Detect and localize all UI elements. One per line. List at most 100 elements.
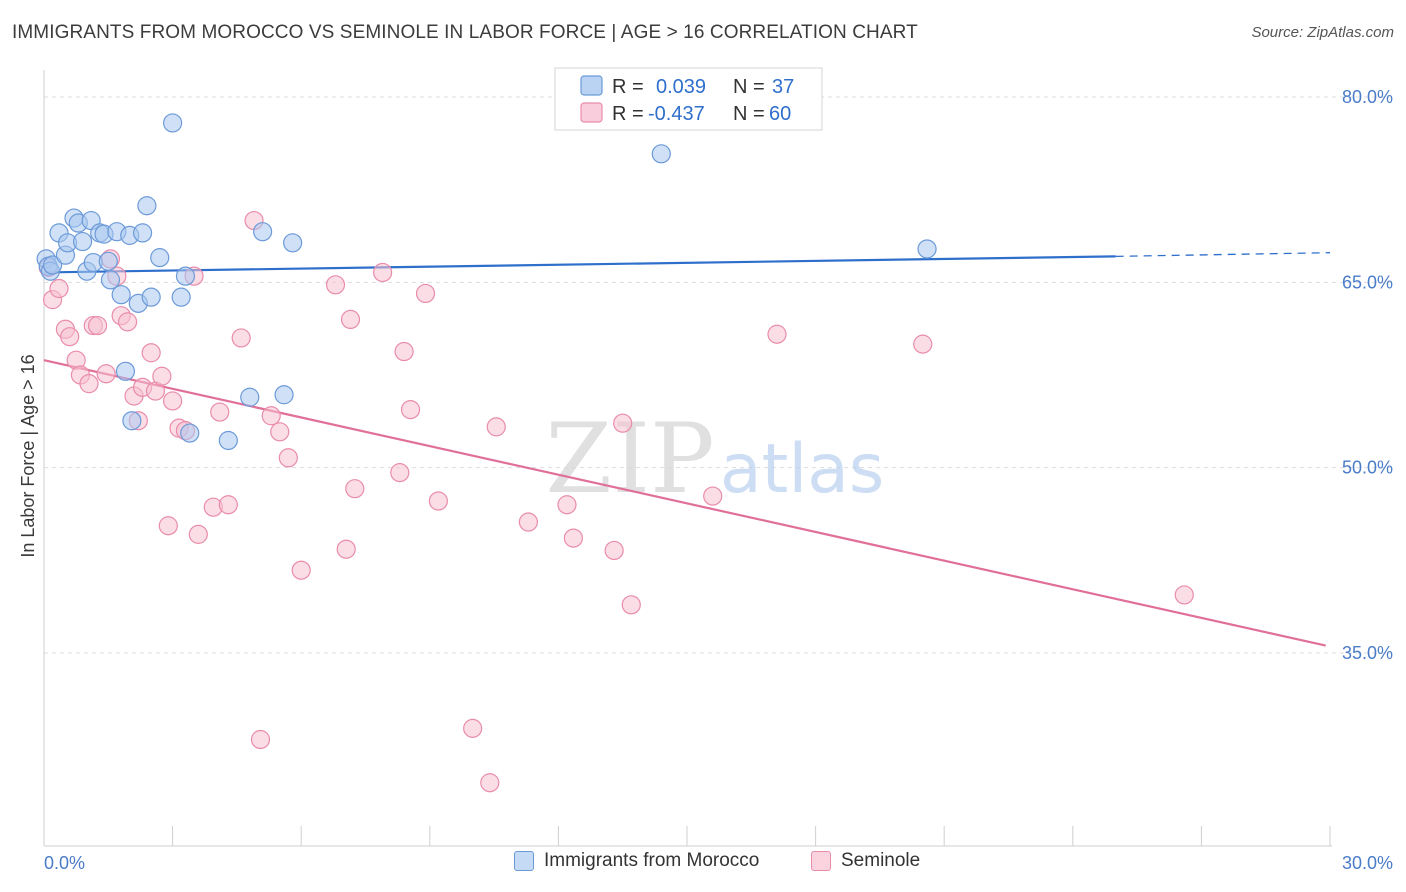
data-point-pink bbox=[291, 560, 311, 580]
axes bbox=[43, 70, 1332, 847]
data-point-pink bbox=[390, 463, 410, 483]
data-point-pink bbox=[913, 334, 933, 354]
data-point-pink bbox=[152, 366, 172, 386]
data-point-blue bbox=[42, 255, 63, 275]
x-tick-label: 30.0% bbox=[1342, 853, 1393, 873]
chart-title: IMMIGRANTS FROM MOROCCO VS SEMINOLE IN L… bbox=[12, 22, 918, 43]
data-point-pink bbox=[49, 278, 69, 299]
data-point-pink bbox=[270, 422, 290, 442]
data-point-pink bbox=[210, 402, 230, 422]
data-point-pink bbox=[218, 495, 238, 515]
trend-line-pink bbox=[43, 359, 1326, 647]
legend-swatch-blue bbox=[580, 75, 603, 96]
data-point-pink bbox=[1174, 585, 1194, 605]
data-point-blue bbox=[122, 411, 142, 431]
data-point-pink bbox=[261, 406, 281, 426]
data-point-blue bbox=[651, 144, 671, 164]
chart-source: Source: ZipAtlas.com bbox=[1251, 24, 1394, 41]
data-point-pink bbox=[394, 341, 414, 362]
data-point-blue bbox=[141, 287, 161, 307]
data-point-pink bbox=[87, 315, 108, 336]
tick-labels: 35.0% 50.0% 65.0% 80.0% 0.0% 30.0% bbox=[44, 87, 1393, 873]
data-point-blue bbox=[137, 196, 157, 216]
y-tick-label: 65.0% bbox=[1342, 272, 1393, 292]
data-point-pink bbox=[563, 528, 584, 548]
trend-line-extension-blue bbox=[1115, 252, 1331, 258]
data-point-pink bbox=[117, 312, 138, 332]
legend-label-morocco: Immigrants from Morocco bbox=[544, 850, 760, 871]
data-point-pink bbox=[96, 364, 116, 384]
data-point-pink bbox=[345, 479, 365, 499]
data-point-blue bbox=[72, 231, 93, 252]
data-point-pink bbox=[428, 491, 448, 511]
legend-swatch-seminole bbox=[811, 851, 831, 871]
legend-swatch-morocco bbox=[514, 851, 534, 871]
data-point-blue bbox=[218, 430, 238, 451]
data-point-blue bbox=[274, 385, 294, 405]
legend-r-label-blue: R = bbox=[612, 76, 644, 98]
data-point-pink bbox=[250, 729, 271, 750]
data-point-pink bbox=[60, 327, 80, 347]
legend-item-seminole: Seminole bbox=[811, 850, 920, 872]
legend-r-value-pink: -0.437 bbox=[648, 103, 705, 125]
legend-r-value-blue: 0.039 bbox=[656, 76, 706, 98]
bottom-legend: Immigrants from Morocco Seminole bbox=[0, 850, 1406, 880]
data-point-pink bbox=[400, 399, 421, 420]
data-point-blue bbox=[132, 223, 153, 243]
legend-item-morocco: Immigrants from Morocco bbox=[514, 850, 759, 872]
gridlines bbox=[44, 96, 1393, 654]
data-point-pink bbox=[231, 328, 251, 348]
y-tick-label: 50.0% bbox=[1342, 458, 1393, 478]
data-point-pink bbox=[557, 495, 577, 515]
data-point-pink bbox=[340, 309, 361, 329]
legend-n-label-blue: N = bbox=[733, 76, 765, 98]
data-point-pink bbox=[141, 343, 161, 363]
data-point-pink bbox=[373, 262, 393, 283]
data-point-pink bbox=[163, 391, 183, 411]
data-point-blue bbox=[180, 423, 200, 443]
data-point-pink bbox=[767, 324, 787, 344]
legend-swatch-pink bbox=[580, 102, 603, 123]
data-point-blue bbox=[253, 222, 273, 242]
data-point-pink bbox=[188, 524, 208, 544]
data-point-pink bbox=[604, 540, 624, 561]
data-point-pink bbox=[325, 275, 346, 295]
data-point-pink bbox=[518, 512, 538, 532]
data-point-pink bbox=[621, 595, 641, 615]
data-point-pink bbox=[278, 448, 298, 468]
data-point-pink bbox=[480, 773, 500, 793]
data-point-blue bbox=[115, 361, 136, 381]
y-tick-label: 35.0% bbox=[1342, 643, 1393, 663]
legend-n-value-pink: 60 bbox=[769, 103, 791, 125]
data-points bbox=[36, 113, 1194, 793]
data-point-pink bbox=[613, 413, 633, 433]
data-point-blue bbox=[175, 266, 196, 286]
trend-line-blue bbox=[43, 255, 1116, 274]
legend-n-label-pink: N = bbox=[733, 103, 765, 125]
data-point-pink bbox=[463, 718, 483, 738]
data-point-blue bbox=[100, 270, 121, 290]
data-point-blue bbox=[240, 387, 260, 407]
trend-lines bbox=[43, 252, 1331, 647]
data-point-blue bbox=[111, 285, 131, 305]
y-axis-label: In Labor Force | Age > 16 bbox=[18, 354, 38, 557]
data-point-pink bbox=[158, 516, 178, 536]
data-point-pink bbox=[415, 283, 436, 304]
legend-label-seminole: Seminole bbox=[841, 850, 921, 871]
data-point-blue bbox=[150, 248, 170, 268]
data-point-pink bbox=[703, 486, 723, 506]
data-point-pink bbox=[336, 539, 356, 559]
y-tick-label: 80.0% bbox=[1342, 87, 1393, 107]
data-point-blue bbox=[163, 113, 183, 133]
legend-top: R = 0.039 N = 37 R = -0.437 N = 60 bbox=[554, 67, 823, 131]
data-point-blue bbox=[98, 251, 118, 271]
data-point-blue bbox=[283, 233, 303, 253]
data-point-pink bbox=[486, 417, 506, 437]
data-point-pink bbox=[79, 374, 99, 394]
legend-n-value-blue: 37 bbox=[772, 76, 794, 98]
data-point-blue bbox=[171, 287, 191, 307]
legend-r-label-pink: R = bbox=[612, 103, 644, 125]
x-tick-label: 0.0% bbox=[44, 853, 85, 873]
data-point-blue bbox=[917, 239, 937, 259]
